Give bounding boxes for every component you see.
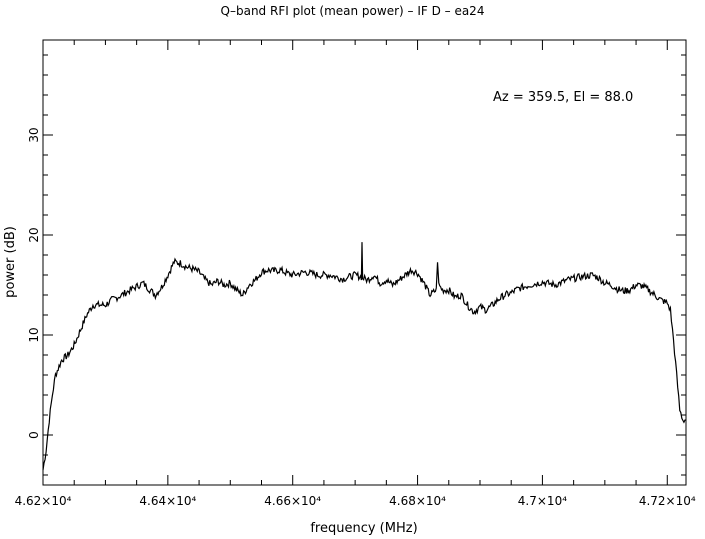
x-tick-label: 4.62×10⁴ (15, 494, 72, 508)
az-el-annotation: Az = 359.5, El = 88.0 (493, 90, 633, 105)
x-tick-label: 4.72×10⁴ (639, 494, 696, 508)
tick-labels-group: 4.62×10⁴ 4.64×10⁴ 4.66×10⁴ 4.68×10⁴ 4.7×10⁴ 4… (15, 127, 696, 508)
ticks-group (42, 40, 686, 485)
plot-frame (42, 39, 687, 486)
x-tick-label: 4.68×10⁴ (389, 494, 446, 508)
x-tick-label: 4.7×10⁴ (518, 494, 567, 508)
x-tick-label: 4.64×10⁴ (139, 494, 196, 508)
y-tick-label: 30 (27, 127, 41, 142)
y-tick-label: 0 (27, 431, 41, 439)
series-line (42, 242, 687, 471)
x-tick-label: 4.66×10⁴ (264, 494, 321, 508)
x-axis-label: frequency (MHz) (310, 521, 417, 536)
y-tick-label: 10 (27, 327, 41, 342)
y-axis-label: power (dB) (3, 226, 18, 298)
y-tick-label: 20 (27, 227, 41, 242)
chart-title: Q–band RFI plot (mean power) – IF D – ea… (221, 4, 485, 18)
